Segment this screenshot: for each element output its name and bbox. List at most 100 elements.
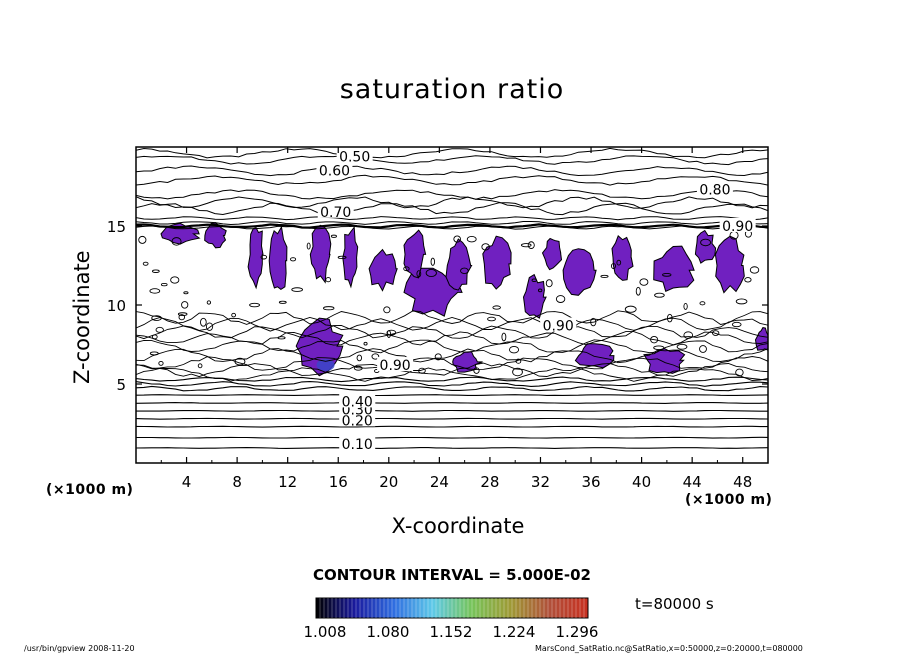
contour-label-bg bbox=[377, 357, 414, 372]
x-axis-label: X-coordinate bbox=[391, 514, 525, 538]
contour-loop bbox=[711, 330, 720, 336]
y-tick-label: 15 bbox=[107, 218, 126, 236]
contour-label-bg bbox=[719, 218, 756, 232]
contour-loop bbox=[234, 357, 246, 366]
contour-label-bg bbox=[316, 162, 353, 177]
contour-line bbox=[136, 348, 768, 364]
contour-loop bbox=[277, 336, 286, 340]
contour-loop bbox=[155, 326, 164, 333]
contour-loop bbox=[205, 322, 214, 331]
contour-loop bbox=[492, 305, 501, 310]
contour-loop bbox=[171, 237, 182, 246]
contour-line bbox=[136, 188, 768, 200]
contour-line bbox=[136, 165, 768, 177]
supersaturated-region bbox=[643, 348, 686, 374]
contour-loop bbox=[537, 288, 543, 293]
contour-loop bbox=[600, 274, 609, 278]
contour-loop bbox=[654, 292, 665, 298]
contour-loop bbox=[635, 286, 641, 296]
contour-loop bbox=[430, 257, 436, 266]
contour-loop bbox=[512, 367, 523, 377]
x-tick-label: 20 bbox=[379, 473, 398, 491]
contour-loop bbox=[624, 305, 637, 313]
contour-line bbox=[136, 202, 768, 216]
y-tick-label: 5 bbox=[116, 376, 126, 394]
contour-label: 0.90 bbox=[543, 319, 574, 335]
contour-loop bbox=[683, 331, 694, 339]
contour-loop bbox=[662, 273, 672, 277]
contour-label: 0.40 bbox=[342, 394, 373, 410]
contour-label: 0.80 bbox=[699, 183, 730, 199]
supersaturated-region bbox=[403, 229, 427, 279]
supersaturated-region bbox=[247, 227, 264, 290]
peak-saturation-patch bbox=[316, 359, 335, 372]
y-axis-unit: (×1000 m) bbox=[46, 482, 134, 498]
contour-loop bbox=[487, 316, 496, 322]
contour-loop bbox=[363, 341, 368, 346]
colorbar-tick-label: 1.152 bbox=[430, 623, 473, 641]
contour-loop bbox=[527, 241, 535, 249]
contour-loop bbox=[590, 317, 597, 327]
contour-loop bbox=[700, 238, 711, 247]
contour-label: 0.70 bbox=[320, 205, 351, 221]
contour-label-bg bbox=[336, 148, 373, 163]
supersaturated-region bbox=[482, 235, 512, 290]
contour-loop bbox=[460, 267, 469, 275]
supersaturated-region bbox=[445, 238, 473, 291]
contour-loop bbox=[610, 263, 617, 269]
contour-loop bbox=[555, 295, 566, 303]
contour-loop bbox=[418, 367, 426, 374]
contour-loop bbox=[323, 306, 335, 311]
contour-loop bbox=[290, 257, 297, 262]
contour-line bbox=[136, 417, 768, 420]
x-tick-label: 12 bbox=[278, 473, 297, 491]
contour-line-top bbox=[136, 220, 768, 226]
contour-label: 0.60 bbox=[319, 164, 350, 180]
contour-loop bbox=[142, 261, 149, 266]
supersaturated-region bbox=[522, 273, 547, 319]
contour-line-top bbox=[136, 216, 768, 221]
x-tick-label: 40 bbox=[632, 473, 651, 491]
contour-loop bbox=[434, 353, 442, 361]
contour-label: 0.10 bbox=[342, 437, 373, 453]
contour-loop bbox=[509, 346, 520, 354]
contour-label: 0.90 bbox=[380, 358, 411, 374]
contour-line bbox=[136, 174, 768, 186]
contour-loop bbox=[481, 243, 490, 251]
contour-loop bbox=[699, 301, 706, 306]
contour-loop bbox=[231, 312, 237, 318]
contour-loop bbox=[306, 242, 311, 250]
supersaturated-region bbox=[204, 222, 227, 249]
x-axis-unit: (×1000 m) bbox=[685, 492, 773, 508]
contour-line bbox=[136, 402, 768, 404]
contour-loop bbox=[515, 358, 522, 364]
footer-right: MarsCond_SatRatio.nc@SatRatio,x=0:50000,… bbox=[535, 644, 803, 653]
contour-line bbox=[136, 356, 768, 371]
contour-loop bbox=[501, 332, 507, 342]
contour-loop bbox=[425, 268, 437, 277]
y-axis-label: Z-coordinate bbox=[70, 250, 94, 384]
contour-loop bbox=[616, 259, 622, 266]
contour-loop bbox=[353, 365, 363, 371]
contour-line bbox=[136, 409, 768, 412]
contour-line bbox=[136, 310, 768, 325]
supersaturated-region bbox=[309, 224, 332, 284]
contour-loop bbox=[403, 266, 410, 272]
contour-line bbox=[136, 325, 768, 340]
contour-line bbox=[136, 385, 768, 392]
x-tick-label: 36 bbox=[581, 473, 600, 491]
contour-line bbox=[136, 447, 768, 449]
x-tick-label: 24 bbox=[430, 473, 449, 491]
contour-line bbox=[136, 331, 768, 346]
contour-line bbox=[136, 196, 768, 209]
x-tick-label: 32 bbox=[531, 473, 550, 491]
colorbar-tick-label: 1.008 bbox=[304, 623, 347, 641]
contour-loop bbox=[160, 283, 168, 287]
y-tick-label: 10 bbox=[107, 297, 126, 315]
contour-loop bbox=[149, 351, 159, 356]
x-tick-label: 4 bbox=[182, 473, 192, 491]
supersaturated-region bbox=[562, 248, 597, 296]
contour-loop bbox=[249, 302, 261, 308]
contour-label: 0.50 bbox=[339, 149, 370, 165]
